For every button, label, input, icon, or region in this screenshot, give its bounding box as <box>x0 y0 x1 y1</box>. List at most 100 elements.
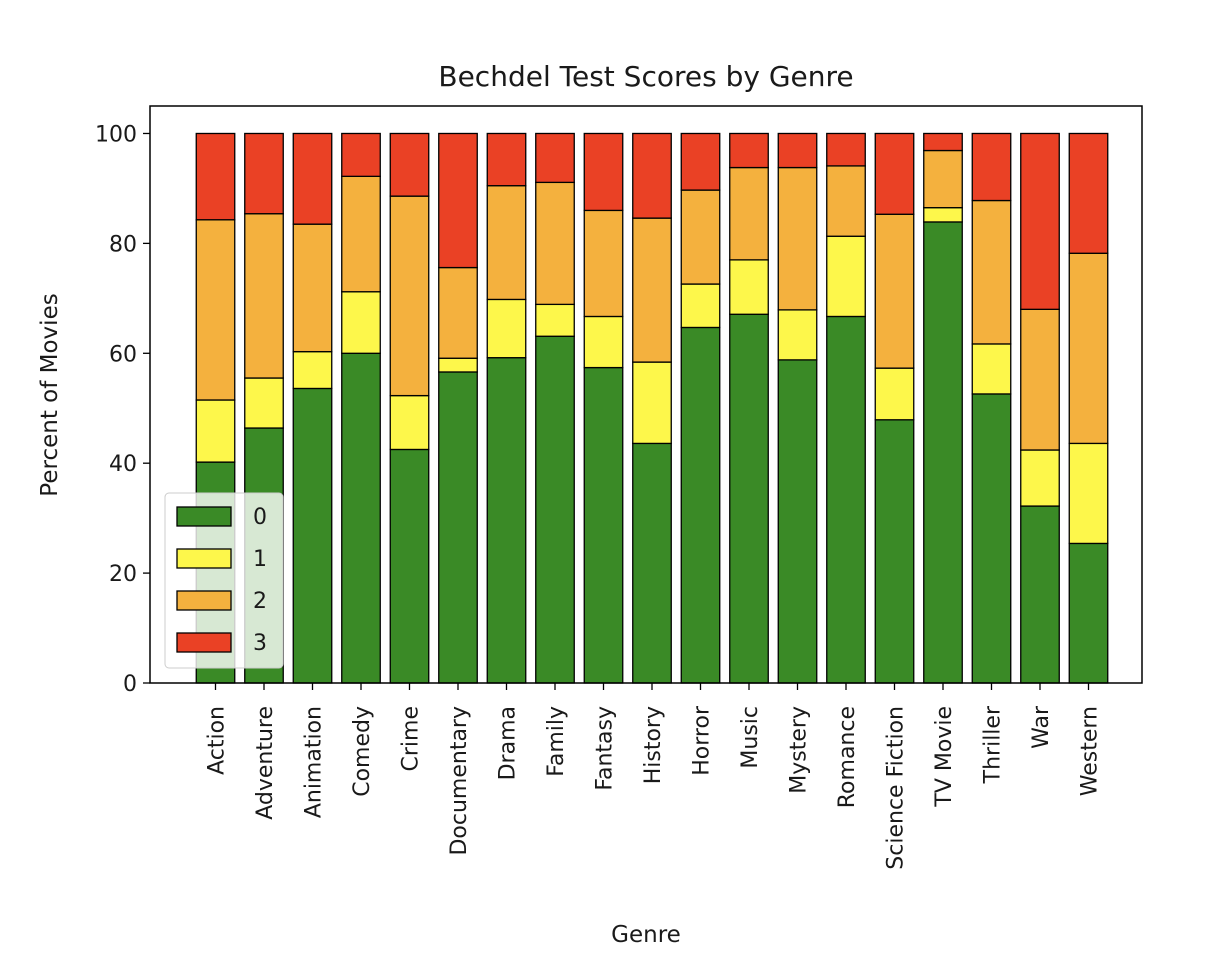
plot-frame <box>149 105 1143 684</box>
legend-label-2: 2 <box>253 589 267 614</box>
x-axis-title: Genre <box>611 922 681 948</box>
chart-title: Bechdel Test Scores by Genre <box>438 60 853 93</box>
legend: 0 1 2 3 <box>164 492 284 669</box>
bar-comedy-score-2 <box>341 175 381 293</box>
x-tick-label: Crime <box>399 706 424 771</box>
y-tick-label: 40 <box>109 452 137 477</box>
x-tick-label: Adventure <box>253 706 278 820</box>
x-tick-label: Horror <box>690 705 715 776</box>
bar-mystery-score-0 <box>777 359 818 684</box>
bar-tv-movie-score-2 <box>923 149 963 209</box>
x-tick-label: Western <box>1078 706 1103 796</box>
bars <box>195 132 1109 684</box>
bar-crime-score-2 <box>389 195 430 397</box>
bar-fantasy-score-1 <box>583 315 624 369</box>
bar-animation-score-0 <box>292 387 333 684</box>
bar-thriller-score-3 <box>971 132 1012 202</box>
bar-action-score-3 <box>195 132 236 221</box>
legend-swatch-1 <box>176 548 232 569</box>
x-tick-label: Action <box>205 706 230 775</box>
bar-adventure-score-2 <box>244 213 284 379</box>
bar-comedy-score-1 <box>341 291 381 354</box>
legend-box <box>164 492 284 669</box>
bar-drama-score-2 <box>486 185 527 301</box>
bar-music-score-2 <box>729 166 769 261</box>
bar-documentary-score-0 <box>438 371 478 684</box>
x-tick-label: Fantasy <box>593 706 618 791</box>
x-tick-label: Animation <box>302 706 327 818</box>
bar-documentary-score-3 <box>438 132 478 269</box>
bar-adventure-score-3 <box>244 132 284 215</box>
bar-science-fiction-score-2 <box>874 213 915 369</box>
bar-drama-score-0 <box>486 357 527 684</box>
bar-animation-score-3 <box>292 132 333 225</box>
bar-western-score-0 <box>1068 542 1109 684</box>
bar-family-score-0 <box>535 335 575 684</box>
bar-war-score-1 <box>1020 449 1060 507</box>
x-tick-label: Comedy <box>350 706 375 797</box>
bar-fantasy-score-2 <box>583 209 624 318</box>
bar-drama-score-1 <box>486 298 527 359</box>
bar-animation-score-2 <box>292 223 333 353</box>
bar-documentary-score-2 <box>438 266 478 359</box>
bar-thriller-score-2 <box>971 199 1012 345</box>
x-tick-label: TV Movie <box>932 706 957 808</box>
bar-horror-score-3 <box>680 132 721 191</box>
x-tick-label: Music <box>738 706 763 769</box>
bar-family-score-3 <box>535 132 575 184</box>
y-tick-label: 20 <box>109 562 137 587</box>
bar-romance-score-1 <box>826 235 866 318</box>
legend-label-1: 1 <box>253 547 267 572</box>
bar-history-score-3 <box>632 132 672 219</box>
bar-action-score-2 <box>195 219 236 401</box>
bar-animation-score-1 <box>292 350 333 390</box>
bar-crime-score-1 <box>389 394 430 451</box>
bar-crime-score-0 <box>389 448 430 684</box>
legend-swatch-3 <box>176 632 232 653</box>
bar-science-fiction-score-1 <box>874 367 915 421</box>
bar-romance-score-2 <box>826 165 866 237</box>
x-axis: Action Adventure Animation Comedy Crime Docum… <box>205 683 1103 870</box>
y-tick-label: 80 <box>109 232 137 257</box>
bar-history-score-2 <box>632 217 672 363</box>
bar-music-score-0 <box>729 313 769 684</box>
bar-family-score-2 <box>535 181 575 306</box>
bar-tv-movie-score-3 <box>923 132 963 152</box>
bar-comedy-score-3 <box>341 132 381 177</box>
x-tick-label: Romance <box>835 706 860 808</box>
x-tick-label: Thriller <box>981 705 1006 784</box>
bar-war-score-0 <box>1020 505 1060 684</box>
y-axis-title: Percent of Movies <box>37 293 63 496</box>
bar-horror-score-1 <box>680 283 721 329</box>
bar-tv-movie-score-1 <box>923 207 963 223</box>
bar-thriller-score-1 <box>971 343 1012 395</box>
bar-history-score-1 <box>632 361 672 445</box>
bar-action-score-1 <box>195 399 236 463</box>
x-tick-label: History <box>641 706 666 784</box>
bar-science-fiction-score-3 <box>874 132 915 215</box>
bar-music-score-3 <box>729 132 769 169</box>
legend-label-0: 0 <box>253 505 267 530</box>
bar-mystery-score-2 <box>777 166 818 311</box>
bar-war-score-3 <box>1020 132 1060 310</box>
bar-romance-score-3 <box>826 132 866 167</box>
bar-horror-score-0 <box>680 326 721 684</box>
bar-horror-score-2 <box>680 189 721 285</box>
bar-western-score-1 <box>1068 442 1109 545</box>
bar-documentary-score-1 <box>438 357 478 373</box>
x-tick-label: Drama <box>496 706 521 780</box>
legend-swatch-2 <box>176 590 232 611</box>
bar-mystery-score-1 <box>777 309 818 361</box>
y-axis: 0 20 40 60 80 100 <box>95 122 150 697</box>
bar-fantasy-score-0 <box>583 366 624 684</box>
bar-crime-score-3 <box>389 132 430 197</box>
bar-fantasy-score-3 <box>583 132 624 212</box>
bar-history-score-0 <box>632 442 672 684</box>
x-tick-label: War <box>1029 705 1054 749</box>
bar-mystery-score-3 <box>777 132 818 169</box>
bar-tv-movie-score-0 <box>923 221 963 684</box>
y-tick-label: 0 <box>123 672 137 697</box>
bar-music-score-1 <box>729 259 769 315</box>
bar-romance-score-0 <box>826 315 866 684</box>
